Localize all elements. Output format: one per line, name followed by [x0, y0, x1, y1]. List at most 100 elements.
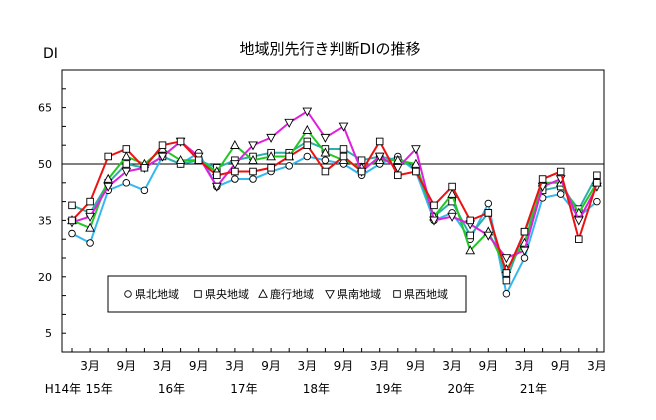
data-point [357, 167, 366, 176]
data-point [575, 235, 583, 243]
data-point [104, 152, 112, 161]
series-group [67, 107, 602, 298]
data-point [211, 182, 222, 192]
data-point [248, 154, 258, 164]
data-point [230, 139, 240, 149]
data-point [285, 162, 293, 170]
data-point [303, 141, 312, 149]
x-tick-label: 9月 [334, 359, 354, 373]
data-point [86, 197, 94, 206]
data-point [266, 133, 276, 143]
data-point [556, 190, 565, 198]
year-label: 15年 [86, 382, 113, 396]
data-point [430, 201, 438, 210]
x-tick-label: 9月 [189, 359, 209, 373]
data-point [157, 152, 168, 162]
data-point [394, 171, 402, 180]
data-point [68, 201, 76, 210]
data-point [447, 188, 457, 198]
data-point [248, 141, 258, 151]
data-point [502, 289, 511, 298]
data-point [429, 216, 439, 226]
data-point [411, 145, 421, 155]
data-point [593, 179, 601, 187]
year-label: 21年 [520, 382, 547, 396]
legend-label: 県南地域 [337, 288, 381, 301]
data-point [122, 145, 131, 153]
legend-item-5: 県西地域 [393, 288, 448, 301]
data-point [412, 167, 420, 176]
data-point [374, 152, 385, 162]
data-point [158, 141, 167, 149]
data-point [320, 133, 331, 143]
x-tick-label: 9月 [406, 359, 426, 373]
data-point [302, 124, 313, 134]
data-point [466, 231, 474, 240]
data-point [103, 182, 114, 192]
data-point [68, 229, 76, 238]
data-point [230, 160, 240, 170]
data-point [140, 164, 149, 172]
data-point [302, 107, 313, 117]
data-point [593, 197, 601, 206]
legend-item-1: 県北地域 [124, 288, 179, 301]
series-line-1 [71, 151, 598, 297]
data-point [556, 167, 565, 176]
data-point [520, 227, 529, 236]
data-point [321, 156, 330, 164]
legend-marker [258, 288, 268, 298]
data-point [121, 151, 132, 161]
data-point [140, 186, 149, 195]
legend-marker [124, 290, 132, 298]
y-tick-label: 20 [38, 271, 52, 284]
x-tick-label: 3月 [225, 359, 245, 373]
data-point [103, 173, 114, 183]
x-tick-label: 9月 [261, 359, 281, 373]
series-line-5 [71, 139, 598, 276]
legend-marker [325, 290, 335, 300]
legend-marker [393, 290, 401, 298]
chart-title: 地域別先行き判断DIの推移 [240, 40, 421, 58]
data-point [85, 212, 95, 222]
year-label: 20年 [448, 382, 475, 396]
year-label: H14年 [45, 382, 81, 396]
legend-item-3: 鹿行地域 [258, 287, 314, 301]
y-tick-label: 35 [38, 214, 52, 227]
data-point [392, 164, 403, 174]
x-tick-label: 3月 [515, 359, 535, 373]
data-point [321, 167, 330, 176]
x-tick-label: 9月 [551, 359, 571, 373]
data-point [122, 179, 131, 187]
x-tick-label: 3月 [587, 359, 607, 373]
data-point [231, 175, 239, 183]
series-5 [68, 137, 601, 277]
legend-item-2: 県央地域 [194, 288, 249, 301]
data-point [483, 231, 494, 241]
year-label: 16年 [158, 382, 185, 396]
x-tick-label: 9月 [478, 359, 498, 373]
data-point [284, 118, 295, 128]
data-point [122, 160, 131, 168]
data-point [466, 216, 474, 225]
data-point [86, 239, 94, 247]
data-point [519, 246, 530, 256]
data-point [448, 182, 456, 191]
data-point [176, 137, 185, 146]
data-point [249, 167, 257, 176]
axes: 5 20 35 50 65 3月 9月 3月 9月 3月 9月 3月 9月 3月 9月 3月 9月 3月 9月 3月 H… [38, 69, 607, 396]
legend-label: 県西地域 [404, 288, 448, 301]
plot-frame [61, 69, 605, 353]
legend-label: 鹿行地域 [270, 287, 314, 301]
year-label: 18年 [303, 382, 330, 396]
legend-label: 県北地域 [135, 288, 179, 301]
data-point [339, 152, 348, 161]
data-point [573, 216, 584, 226]
data-point [320, 147, 331, 157]
data-point [267, 164, 275, 172]
data-point [375, 137, 384, 146]
data-point [249, 175, 257, 183]
data-point [85, 222, 95, 232]
x-tick-label: 3月 [80, 359, 100, 373]
legend-box [107, 275, 467, 313]
